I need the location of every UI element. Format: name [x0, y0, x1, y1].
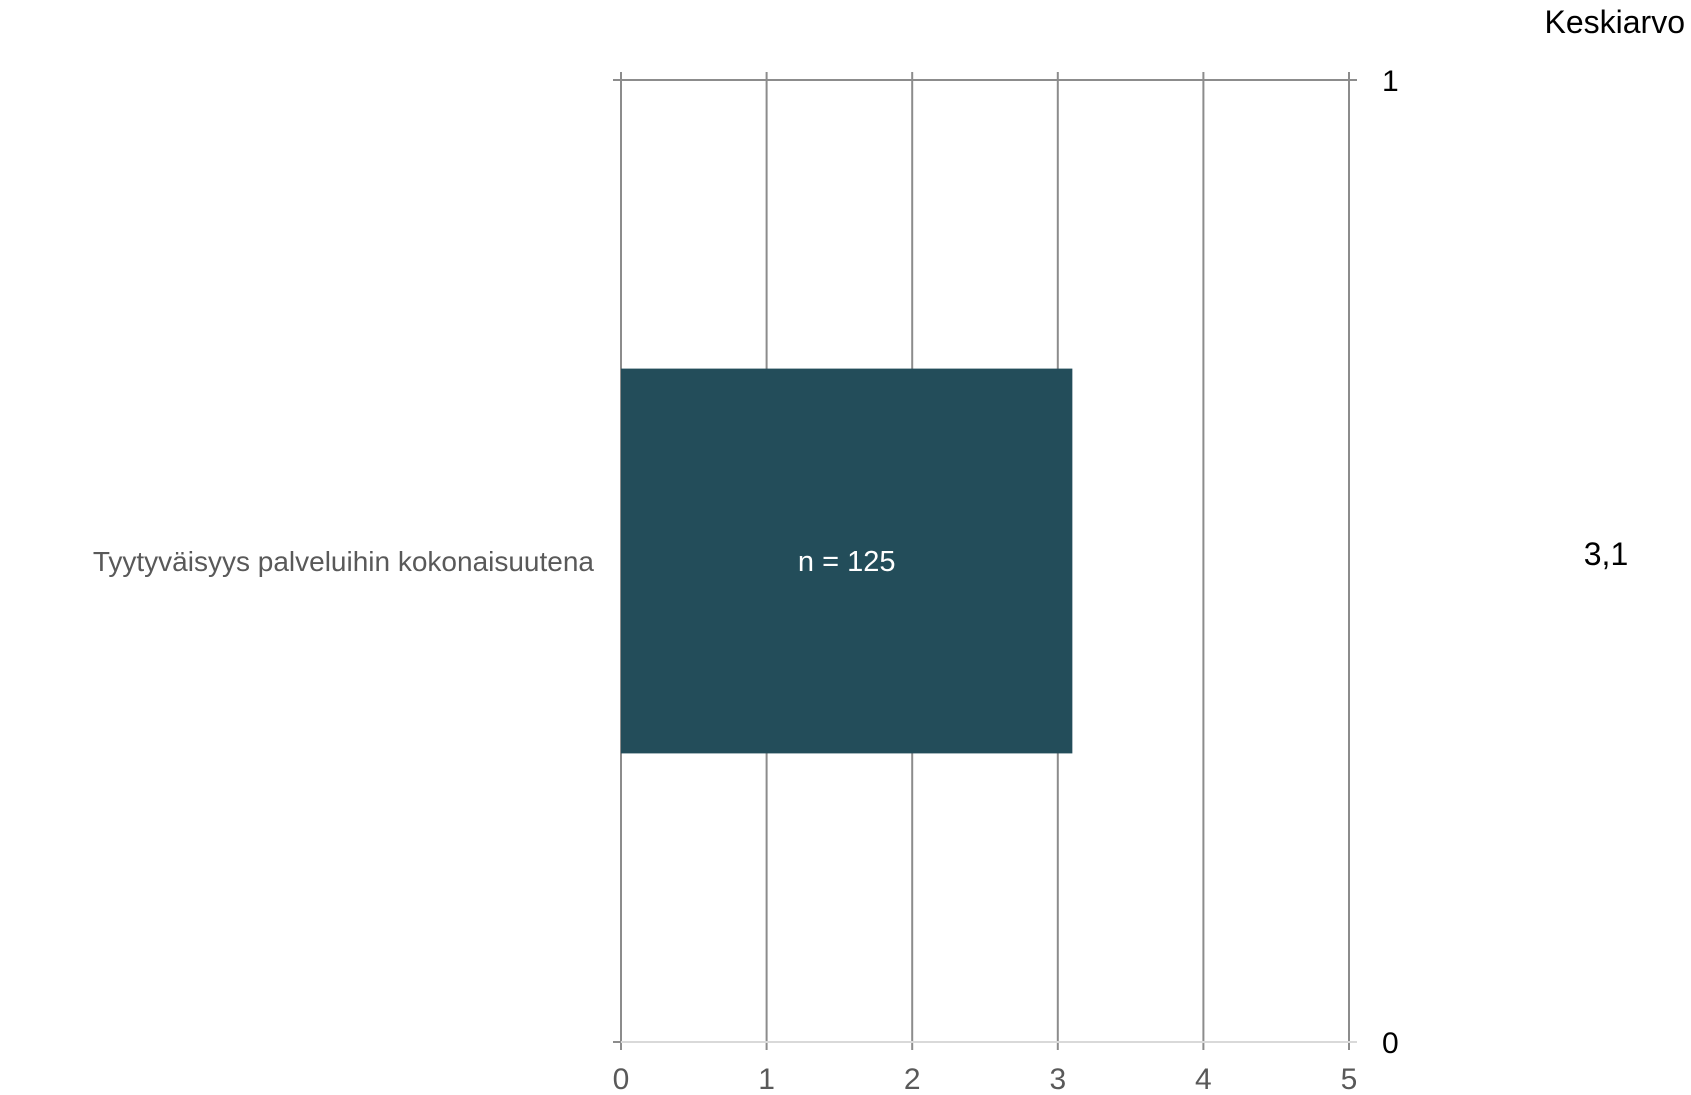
right-tick-label-1: 1	[1382, 65, 1399, 98]
x-tick-label-0: 0	[613, 1063, 630, 1095]
average-value-0: 3,1	[1584, 536, 1628, 572]
category-label-0: Tyytyväisyys palveluihin kokonaisuutena	[93, 546, 595, 577]
x-tick-label-2: 2	[904, 1063, 921, 1095]
axes	[613, 79, 1357, 1043]
x-tick-label-5: 5	[1341, 1063, 1358, 1095]
bar-0	[621, 368, 1073, 754]
average-header: Keskiarvo	[1545, 4, 1686, 40]
x-tick-label-1: 1	[758, 1063, 775, 1095]
x-tick-label-3: 3	[1049, 1063, 1066, 1095]
x-tick-label-4: 4	[1195, 1063, 1212, 1095]
labels: n = 125 Tyytyväisyys palveluihin kokonais…	[93, 4, 1685, 1095]
bars	[621, 368, 1073, 754]
right-tick-label-0: 0	[1382, 1027, 1399, 1060]
bar-label-0: n = 125	[798, 546, 896, 578]
